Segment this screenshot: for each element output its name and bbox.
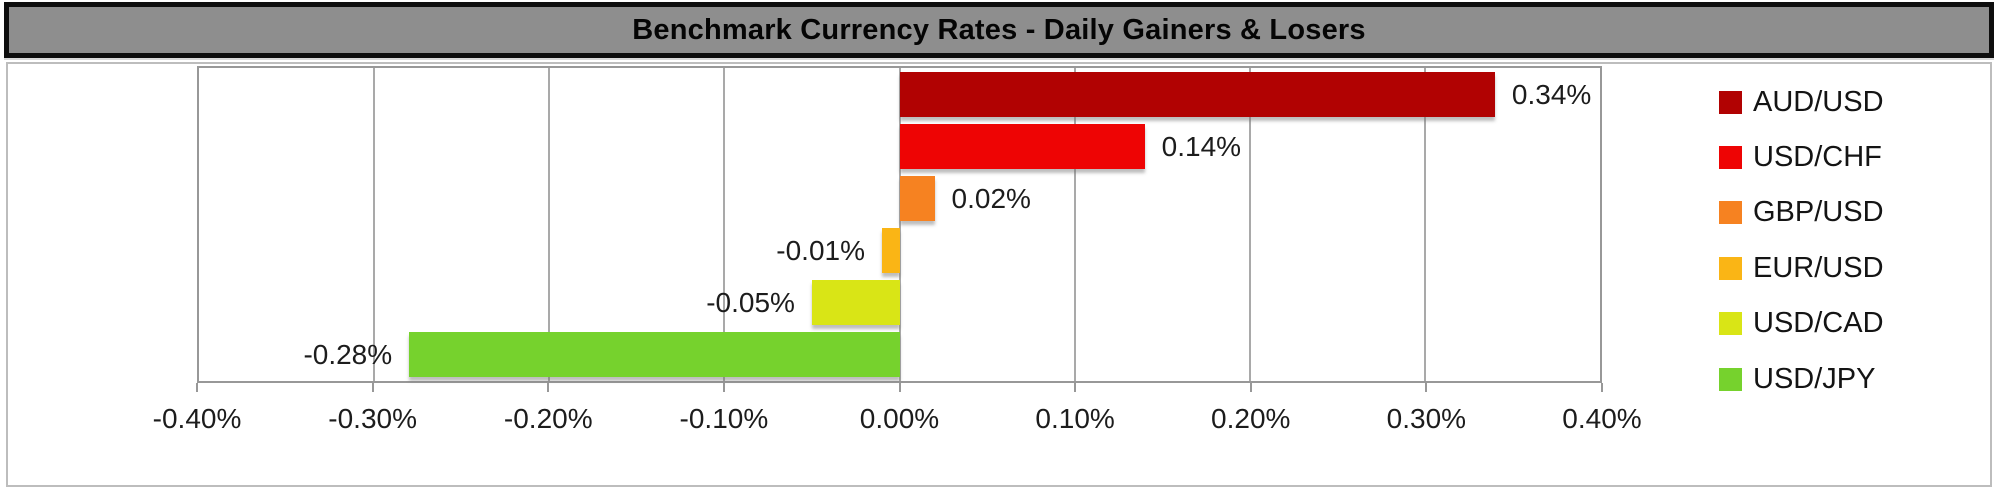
legend-label: EUR/USD — [1753, 251, 1884, 284]
gridline — [1073, 68, 1076, 381]
legend-item-usd-chf: USD/CHF — [1719, 140, 1882, 173]
axis-tick — [371, 383, 374, 392]
bar-eur-usd — [882, 228, 900, 274]
legend-item-eur-usd: EUR/USD — [1719, 251, 1884, 284]
axis-tick-label: 0.30% — [1386, 403, 1467, 434]
bar-gbp-usd — [899, 175, 935, 221]
bar-usd-cad — [811, 280, 900, 326]
legend-swatch — [1719, 90, 1742, 114]
legend-item-gbp-usd: GBP/USD — [1719, 196, 1884, 229]
axis-tick — [898, 383, 901, 392]
bar-value-label: 0.34% — [1511, 78, 1592, 110]
bar-aud-usd — [899, 71, 1495, 117]
axis-tick — [196, 383, 198, 392]
gridline — [723, 68, 726, 381]
chart-title-bar: Benchmark Currency Rates - Daily Gainers… — [4, 2, 1994, 58]
axis-tick-label: -0.30% — [328, 403, 417, 434]
axis-tick-label: -0.10% — [679, 403, 769, 434]
axis-tick — [547, 383, 550, 392]
axis-tick — [1074, 383, 1077, 392]
legend-swatch — [1719, 312, 1742, 336]
legend: AUD/USD USD/CHF GBP/USD EUR/USD USD/CAD USD/J… — [1719, 64, 1989, 485]
gridline — [1423, 68, 1426, 381]
legend-swatch — [1719, 201, 1742, 225]
gridline — [373, 68, 376, 381]
axis-tick — [1601, 383, 1603, 392]
legend-label: GBP/USD — [1753, 196, 1884, 229]
plot-area: 0.34% 0.14% 0.02% -0.01% -0.05% -0.28% — [197, 66, 1602, 383]
bar-value-label: -0.01% — [776, 235, 865, 267]
axis-tick-label: 0.40% — [1562, 403, 1642, 434]
legend-item-aud-usd: AUD/USD — [1719, 85, 1884, 118]
axis-tick-label: 0.10% — [1035, 403, 1115, 434]
bar-value-label: 0.14% — [1161, 130, 1242, 162]
legend-swatch — [1719, 256, 1742, 280]
axis-tick-label: 0.20% — [1211, 403, 1291, 434]
legend-item-usd-cad: USD/CAD — [1719, 307, 1884, 340]
axis-tick — [1425, 383, 1428, 392]
x-axis: -0.40% -0.30% -0.20% -0.10% 0.00% 0.10% 0.20% 0… — [153, 383, 1642, 453]
axis-tick — [722, 383, 725, 392]
bar-value-label: -0.28% — [303, 339, 393, 371]
legend-label: USD/CHF — [1753, 140, 1882, 173]
bar-value-label: 0.02% — [951, 182, 1031, 214]
gridline — [898, 68, 901, 381]
axis-tick-label: -0.40% — [152, 403, 242, 434]
axis-tick-label: 0.00% — [859, 403, 940, 434]
axis-tick-label: -0.20% — [503, 403, 593, 434]
legend-swatch — [1719, 367, 1742, 391]
chart-title: Benchmark Currency Rates - Daily Gainers… — [632, 13, 1366, 46]
legend-item-usd-jpy: USD/JPY — [1719, 362, 1876, 395]
bar-value-label: -0.05% — [706, 287, 795, 319]
gridline — [548, 68, 551, 381]
gridline — [1248, 68, 1251, 381]
axis-tick — [1249, 383, 1252, 392]
legend-swatch — [1719, 145, 1742, 169]
chart-area: 0.34% 0.14% 0.02% -0.01% -0.05% -0.28% -0.40%… — [6, 62, 1992, 487]
bar-usd-chf — [899, 123, 1145, 169]
legend-label: USD/JPY — [1753, 362, 1876, 395]
bar-usd-jpy — [409, 332, 900, 378]
legend-label: USD/CAD — [1753, 307, 1884, 340]
legend-label: AUD/USD — [1753, 85, 1884, 118]
